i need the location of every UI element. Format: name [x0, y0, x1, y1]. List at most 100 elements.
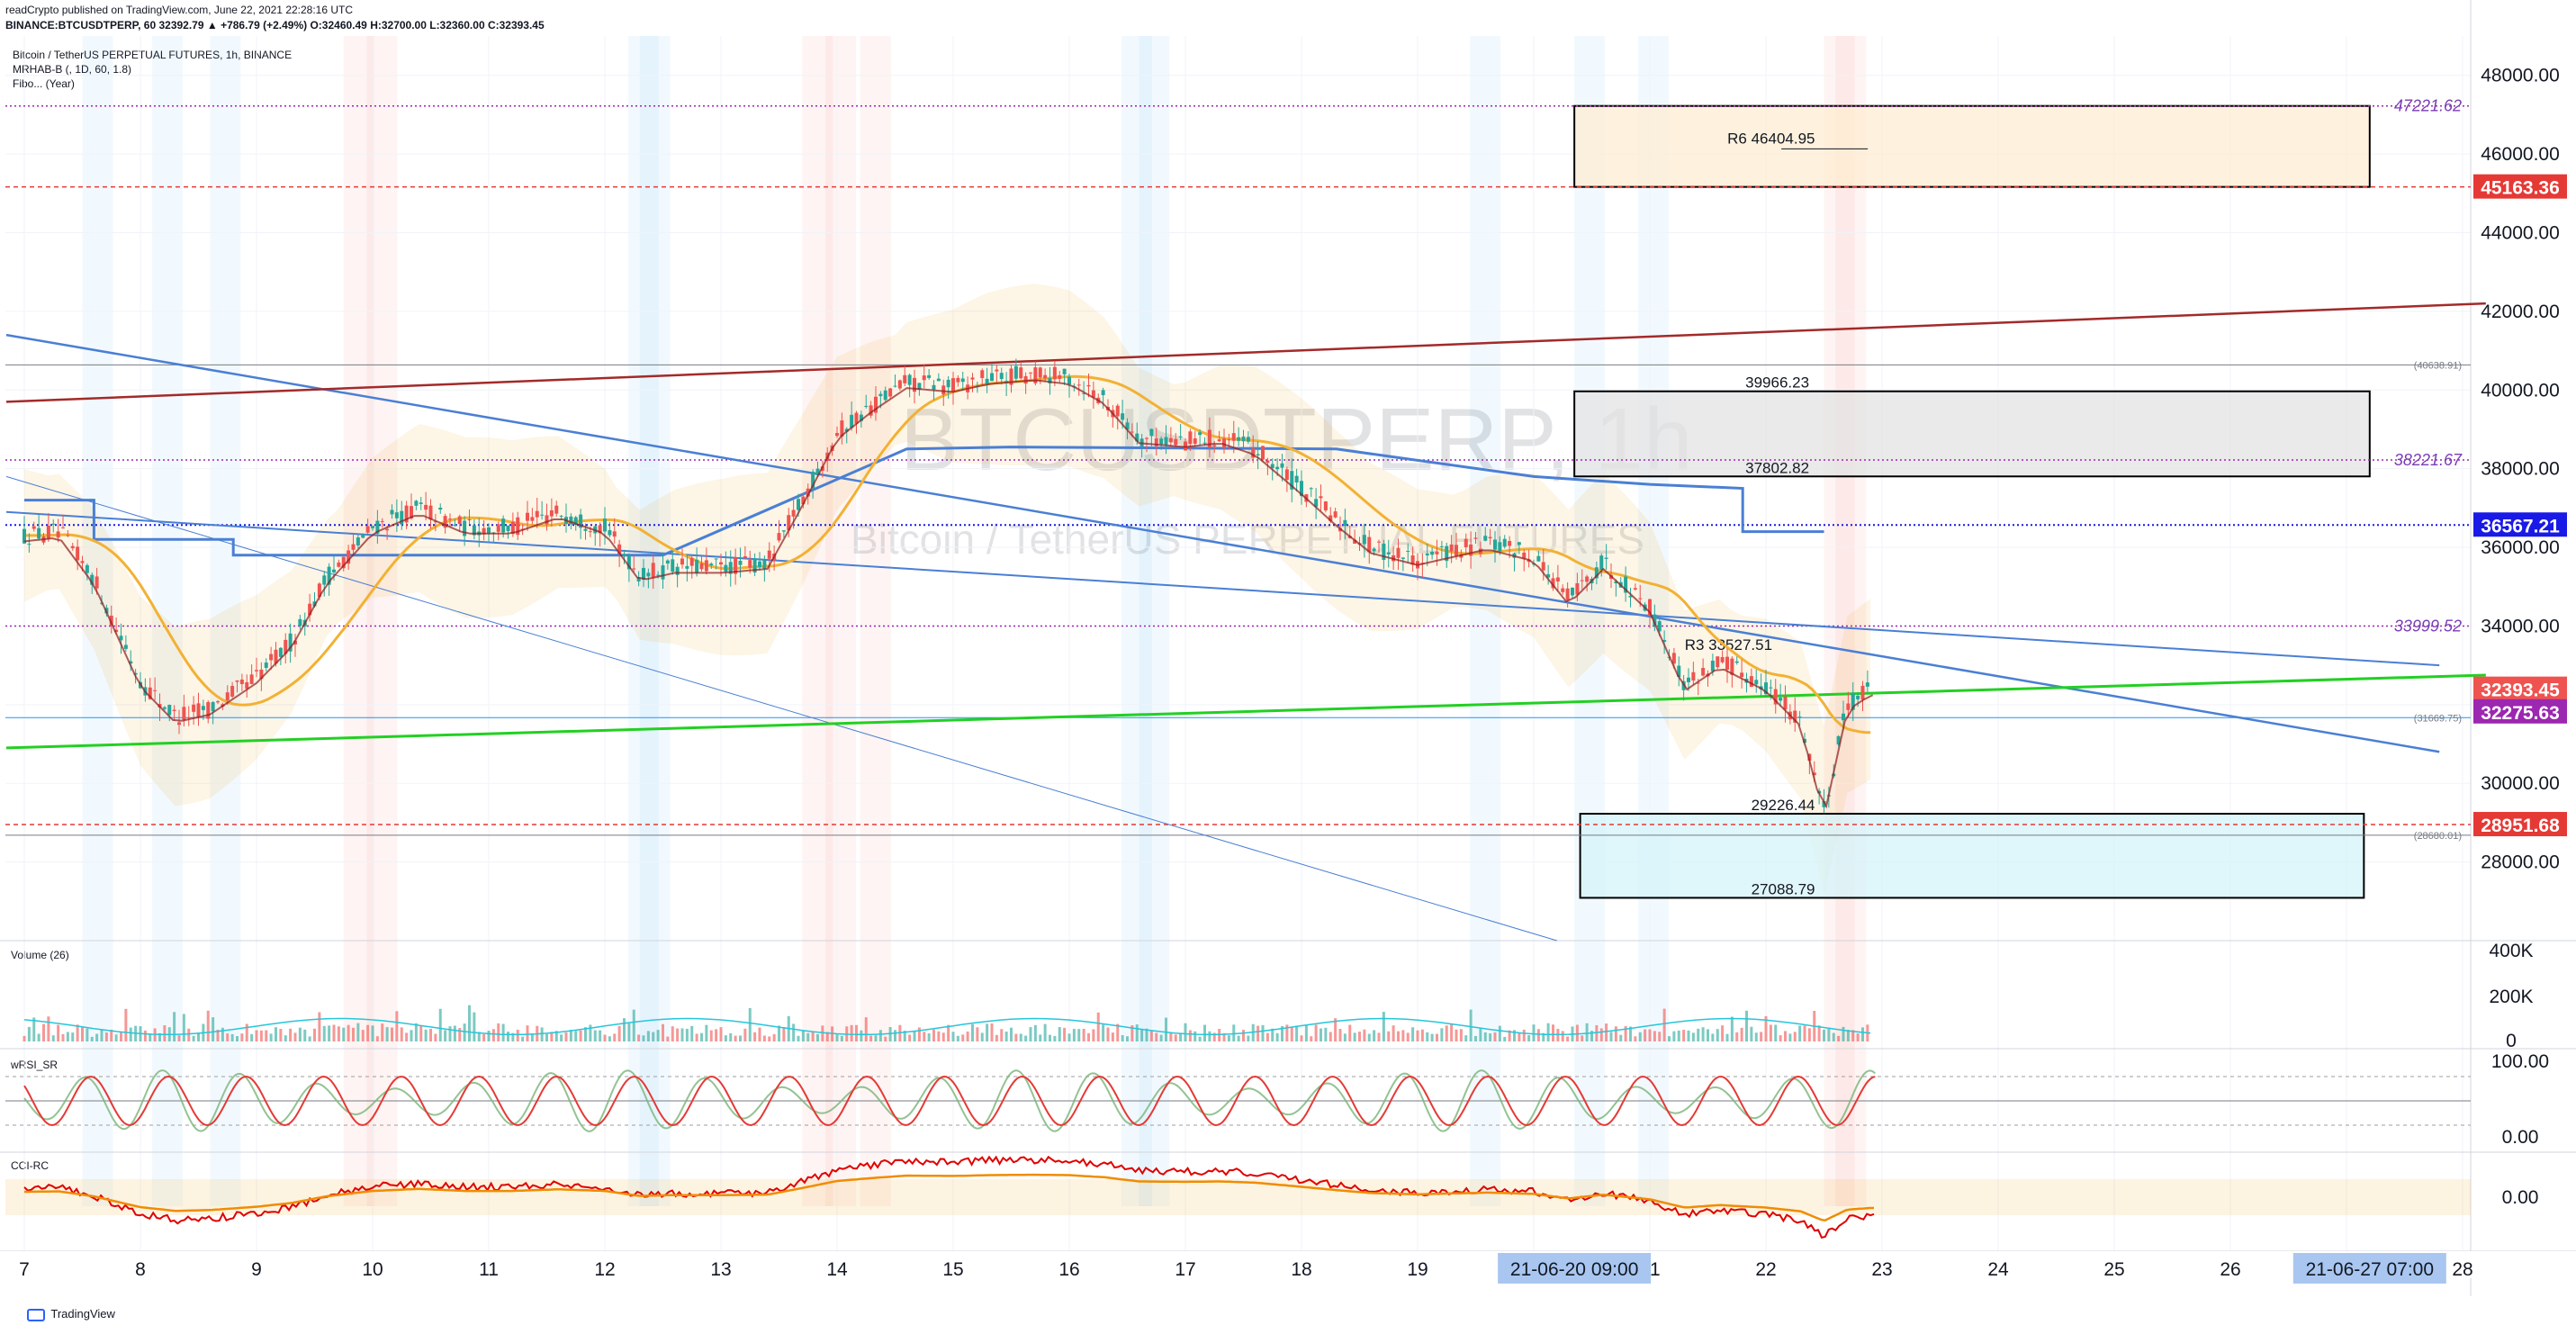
volume-tick-label: 400K: [2489, 941, 2533, 961]
volume-bar: [1687, 1030, 1690, 1041]
volume-bar: [1304, 1024, 1308, 1041]
candle-body: [1541, 562, 1545, 571]
candle-body: [1551, 578, 1555, 589]
volume-bar: [265, 1030, 268, 1041]
candle-body: [1241, 437, 1246, 442]
session-stripe: [1470, 36, 1501, 1206]
volume-bar: [226, 1033, 230, 1041]
volume-bar: [1503, 1036, 1507, 1041]
candle-body: [893, 385, 897, 387]
candle-body: [371, 526, 374, 528]
volume-bar: [676, 1028, 680, 1041]
candle-body: [671, 559, 675, 572]
trend-line-desc-2: [5, 510, 2440, 667]
volume-bar: [206, 1010, 210, 1041]
instrument-title[interactable]: Bitcoin / TetherUS PERPETUAL FUTURES, 1h…: [13, 49, 293, 61]
candle-body: [1687, 677, 1690, 682]
candle-body: [129, 661, 133, 664]
volume-bar: [1373, 1030, 1376, 1041]
candle-body: [535, 510, 539, 518]
volume-bar: [1450, 1023, 1454, 1041]
volume-bar: [1566, 1036, 1570, 1041]
tradingview-brand: TradingView: [50, 1307, 115, 1321]
volume-bar: [613, 1033, 617, 1041]
candle-body: [182, 707, 186, 720]
candle-body: [1058, 374, 1062, 379]
candle-body: [1382, 543, 1386, 560]
indicator-fibo[interactable]: Fibo... (Year): [13, 77, 75, 90]
candle-body: [811, 472, 815, 489]
candle-body: [274, 649, 278, 664]
volume-bar: [1358, 1032, 1361, 1041]
time-tick-label: 16: [1058, 1259, 1079, 1280]
level-label: (31669.75): [2414, 713, 2462, 724]
candle-body: [1701, 668, 1706, 676]
cci-pane-label[interactable]: CCI-RC: [11, 1159, 49, 1172]
volume-bar: [1188, 1030, 1192, 1041]
time-tick-label: 7: [19, 1259, 30, 1280]
time-highlight-label: 21-06-27 07:00: [2306, 1259, 2434, 1280]
volume-bar: [986, 1023, 989, 1041]
volume-bar: [1126, 1036, 1129, 1041]
candle-body: [457, 516, 462, 525]
volume-bar: [1063, 1027, 1067, 1041]
candle-body: [583, 528, 588, 531]
candle-body: [1522, 552, 1527, 559]
volume-bar: [391, 1027, 393, 1041]
candle-body: [245, 681, 249, 690]
candle-body: [579, 514, 583, 528]
candle-body: [361, 534, 365, 538]
volume-bar: [666, 1036, 670, 1041]
volume-bar: [124, 1008, 128, 1041]
candle-body: [1023, 375, 1028, 384]
indicator-mrhab[interactable]: MRHAB-B (, 1D, 60, 1.8): [13, 63, 132, 76]
volume-bar: [250, 1033, 254, 1041]
volume-bar: [1165, 1017, 1167, 1041]
volume-bar: [1445, 1025, 1448, 1041]
candle-body: [1633, 588, 1637, 590]
candle-body: [685, 565, 689, 569]
volume-bar: [1536, 1029, 1540, 1041]
candle-body: [225, 692, 230, 701]
candle-body: [162, 707, 167, 709]
volume-bar: [792, 1023, 796, 1041]
time-tick-label: 26: [2220, 1259, 2240, 1280]
candle-body: [1309, 488, 1313, 490]
volume-bar: [337, 1026, 340, 1041]
candle-body: [714, 558, 718, 560]
candle-body: [347, 550, 351, 564]
candle-body: [1372, 548, 1376, 552]
volume-bar: [1522, 1029, 1526, 1041]
volume-pane-label[interactable]: Volume (26): [11, 949, 69, 961]
volume-bar: [507, 1032, 509, 1041]
tradingview-footer[interactable]: TradingView: [27, 1307, 115, 1321]
volume-bar: [95, 1033, 99, 1041]
candle-body: [1333, 511, 1338, 518]
volume-bar: [23, 1035, 26, 1041]
volume-bar: [1861, 1027, 1864, 1041]
volume-bar: [1658, 1032, 1662, 1041]
candle-body: [608, 530, 612, 536]
volume-bar: [1348, 1024, 1352, 1041]
candle-body: [1294, 475, 1299, 483]
candle-body: [51, 523, 56, 525]
volume-bar: [395, 1011, 399, 1041]
volume-bar: [221, 1027, 224, 1041]
volume-bar: [1363, 1029, 1366, 1041]
candle-body: [598, 525, 602, 534]
candle-body: [264, 662, 268, 668]
wrsi-pane-label[interactable]: wRSI_SR: [11, 1059, 59, 1071]
candle-body: [1449, 544, 1454, 552]
volume-bar: [1314, 1024, 1318, 1041]
volume-bar: [878, 1030, 882, 1041]
candle-body: [1019, 367, 1023, 379]
trend-line-support: [5, 673, 2486, 750]
volume-bar: [874, 1035, 878, 1041]
candle-body: [709, 563, 714, 565]
candle-body: [1614, 581, 1618, 584]
volume-bar: [1324, 1027, 1328, 1041]
volume-bar: [66, 1032, 69, 1041]
candle-body: [1367, 536, 1372, 553]
volume-bar: [1159, 1034, 1163, 1041]
